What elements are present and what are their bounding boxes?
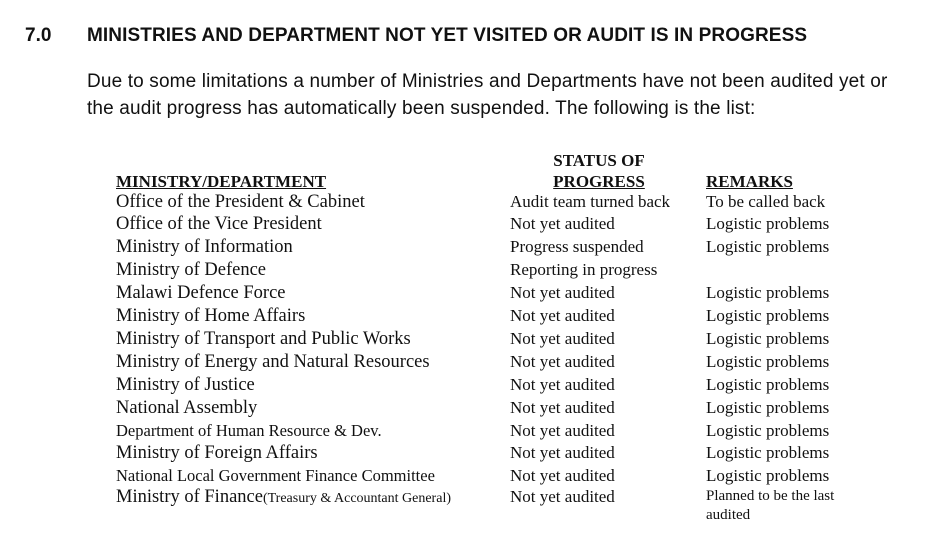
ministry-cell: Ministry of Justice bbox=[116, 375, 255, 396]
remarks-cell: Logistic problems bbox=[706, 398, 830, 417]
section-title: MINISTRIES AND DEPARTMENT NOT YET VISITE… bbox=[87, 25, 808, 46]
status-cell: Not yet audited bbox=[510, 443, 615, 462]
status-cell: Not yet audited bbox=[510, 214, 615, 233]
ministry-name: Ministry of Finance bbox=[116, 487, 263, 507]
table-row: Ministry of Foreign Affairs Not yet audit… bbox=[0, 443, 952, 466]
status-cell: Not yet audited bbox=[510, 487, 615, 506]
ministry-name: National Local Government Finance Commit… bbox=[116, 466, 435, 485]
intro-paragraph: Due to some limitations a number of Mini… bbox=[87, 71, 888, 119]
status-cell: Not yet audited bbox=[510, 306, 615, 325]
table-row: National Local Government Finance Commit… bbox=[0, 466, 952, 489]
status-cell: Not yet audited bbox=[510, 398, 615, 417]
ministry-cell: Ministry of Transport and Public Works bbox=[116, 329, 411, 350]
ministry-cell: National Local Government Finance Commit… bbox=[116, 466, 435, 486]
remarks-cell: Logistic problems bbox=[706, 421, 830, 440]
table-row: Ministry of Energy and Natural Resources… bbox=[0, 352, 952, 375]
table-row: Ministry of Information Progress suspende… bbox=[0, 237, 952, 260]
remarks-cell: Planned to be the last audited bbox=[706, 488, 835, 523]
header-remarks: REMARKS bbox=[706, 171, 793, 192]
ministry-name: Office of the President & Cabinet bbox=[116, 192, 365, 212]
ministry-cell: National Assembly bbox=[116, 398, 257, 419]
status-cell: Not yet audited bbox=[510, 375, 615, 394]
table-row: Office of the President & Cabinet Audit t… bbox=[0, 192, 952, 215]
remarks-cell: Logistic problems bbox=[706, 306, 830, 325]
ministry-name: Ministry of Energy and Natural Resources bbox=[116, 352, 430, 372]
ministry-cell: Ministry of Energy and Natural Resources bbox=[116, 352, 430, 373]
ministry-cell: Department of Human Resource & Dev. bbox=[116, 421, 382, 441]
header-remarks-text: REMARKS bbox=[706, 172, 793, 191]
ministry-cell: Ministry of Information bbox=[116, 237, 293, 258]
ministry-name: Ministry of Information bbox=[116, 237, 293, 257]
table-row: National Assembly Not yet audited Logistic… bbox=[0, 398, 952, 421]
table-row: Ministry of Justice Not yet audited Logist… bbox=[0, 375, 952, 398]
status-cell: Reporting in progress bbox=[510, 260, 658, 279]
table-row: Malawi Defence Force Not yet audited Logis… bbox=[0, 283, 952, 306]
remarks-cell: Logistic problems bbox=[706, 329, 830, 348]
ministry-cell: Office of the Vice President bbox=[116, 214, 322, 235]
ministry-name: Ministry of Home Affairs bbox=[116, 306, 306, 326]
remarks-cell: Logistic problems bbox=[706, 466, 830, 485]
status-cell: Not yet audited bbox=[510, 466, 615, 485]
status-cell: Not yet audited bbox=[510, 352, 615, 371]
remarks-cell: Logistic problems bbox=[706, 214, 830, 233]
header-ministry: MINISTRY/DEPARTMENT bbox=[116, 171, 326, 192]
table-row: Ministry of Defence Reporting in progress bbox=[0, 260, 952, 283]
header-ministry-text: MINISTRY/DEPARTMENT bbox=[116, 172, 327, 191]
ministry-name: Ministry of Justice bbox=[116, 375, 255, 395]
ministry-name: Ministry of Transport and Public Works bbox=[116, 329, 411, 349]
remarks-cell: Logistic problems bbox=[706, 375, 830, 394]
ministry-note: (Treasury & Accountant General) bbox=[262, 491, 451, 506]
table-row: Ministry of Home Affairs Not yet audited L… bbox=[0, 306, 952, 329]
header-status-line1: STATUS OF bbox=[553, 151, 645, 170]
status-cell: Not yet audited bbox=[510, 329, 615, 348]
ministry-cell: Ministry of Defence bbox=[116, 260, 266, 281]
ministry-name: Department of Human Resource & Dev. bbox=[116, 421, 382, 440]
ministry-name: National Assembly bbox=[116, 398, 258, 418]
status-cell: Not yet audited bbox=[510, 421, 615, 440]
status-cell: Not yet audited bbox=[510, 283, 615, 302]
remarks-cell: Logistic problems bbox=[706, 237, 830, 256]
ministry-cell: Ministry of Home Affairs bbox=[116, 306, 305, 327]
ministry-name: Ministry of Defence bbox=[116, 260, 267, 280]
ministry-cell: Ministry of Foreign Affairs bbox=[116, 443, 318, 464]
table-row: Office of the Vice President Not yet audi… bbox=[0, 214, 952, 237]
remarks-cell: Logistic problems bbox=[706, 352, 830, 371]
remarks-cell: To be called back bbox=[706, 192, 826, 211]
ministry-cell: Ministry of Finance(Treasury & Accountan… bbox=[116, 487, 451, 508]
ministry-name: Office of the Vice President bbox=[116, 214, 322, 234]
header-status: STATUS OF PROGRESS bbox=[510, 150, 688, 192]
status-cell: Audit team turned back bbox=[510, 192, 671, 211]
ministry-name: Ministry of Foreign Affairs bbox=[116, 443, 318, 463]
table-row: Ministry of Transport and Public Works No… bbox=[0, 329, 952, 352]
section-number: 7.0 bbox=[25, 25, 52, 46]
remarks-cell: Logistic problems bbox=[706, 283, 830, 302]
ministry-cell: Office of the President & Cabinet bbox=[116, 192, 365, 213]
table-row: Ministry of Finance(Treasury & Accountan… bbox=[0, 487, 952, 523]
remarks-cell: Logistic problems bbox=[706, 443, 830, 462]
ministry-cell: Malawi Defence Force bbox=[116, 283, 286, 304]
status-cell: Progress suspended bbox=[510, 237, 644, 256]
ministry-name: Malawi Defence Force bbox=[116, 283, 286, 303]
header-status-line2: PROGRESS bbox=[553, 172, 645, 191]
table-row: Department of Human Resource & Dev. Not y… bbox=[0, 421, 952, 444]
